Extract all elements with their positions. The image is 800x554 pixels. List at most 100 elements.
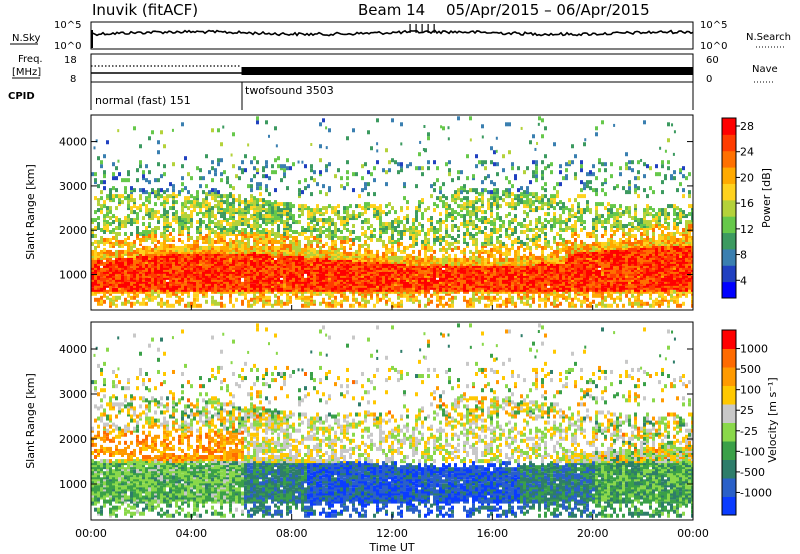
power-cell xyxy=(208,212,211,217)
power-cell xyxy=(442,204,445,209)
power-cell xyxy=(286,235,289,240)
power-cell xyxy=(142,229,145,234)
power-cell xyxy=(277,239,280,244)
power-cell xyxy=(280,164,283,169)
power-cell xyxy=(214,229,217,234)
power-cell xyxy=(334,299,337,304)
power-cell xyxy=(457,257,460,262)
power-cell xyxy=(253,174,256,179)
power-cell xyxy=(334,303,337,308)
power-cell xyxy=(331,222,334,227)
power-cell xyxy=(139,301,142,306)
power-cell xyxy=(412,233,415,238)
power-cell xyxy=(277,202,280,207)
power-cell xyxy=(505,231,508,236)
power-cell xyxy=(136,293,139,298)
power-cell xyxy=(253,299,256,304)
power-cell xyxy=(184,281,187,286)
power-cell xyxy=(373,166,376,171)
power-cell xyxy=(403,231,406,236)
power-cell xyxy=(451,216,454,221)
power-cell xyxy=(454,295,457,300)
power-cell xyxy=(217,220,220,225)
power-cell xyxy=(211,210,214,215)
power-cell xyxy=(418,277,421,282)
power-cell xyxy=(211,160,214,165)
power-cell xyxy=(505,176,508,181)
nsky-tick-top: 10^5 xyxy=(54,20,81,31)
power-cell xyxy=(499,277,502,282)
power-cell xyxy=(157,245,160,250)
power-cell xyxy=(130,194,133,199)
power-cell xyxy=(97,239,100,244)
power-cell xyxy=(502,241,505,246)
power-cell xyxy=(460,273,463,278)
power-cell xyxy=(385,229,388,234)
power-cell xyxy=(373,303,376,308)
power-cell xyxy=(319,245,322,250)
power-cell xyxy=(148,200,151,205)
power-cell xyxy=(166,198,169,203)
power-cell xyxy=(220,178,223,183)
power-cell xyxy=(310,289,313,294)
power-cell xyxy=(475,214,478,219)
power-cell xyxy=(403,281,406,286)
power-cell xyxy=(244,245,247,250)
power-cell xyxy=(154,233,157,238)
power-cell xyxy=(238,229,241,234)
power-cell xyxy=(496,194,499,199)
power-cell xyxy=(436,279,439,284)
power-cell xyxy=(259,198,262,203)
power-cell xyxy=(361,243,364,248)
power-cell xyxy=(130,241,133,246)
power-cell xyxy=(367,261,370,266)
power-cell xyxy=(211,206,214,211)
power-cell xyxy=(415,218,418,223)
power-cell xyxy=(223,245,226,250)
power-cell xyxy=(343,210,346,215)
power-cell xyxy=(112,214,115,219)
power-cell xyxy=(418,208,421,213)
power-cell xyxy=(448,172,451,177)
power-cell xyxy=(421,239,424,244)
power-cell xyxy=(505,257,508,262)
power-cell xyxy=(205,196,208,201)
power-cell xyxy=(196,226,199,231)
power-cell xyxy=(247,224,250,229)
power-cell xyxy=(274,285,277,290)
power-cell xyxy=(172,265,175,270)
power-cell xyxy=(463,295,466,300)
power-cell xyxy=(112,220,115,225)
power-cell xyxy=(229,222,232,227)
power-cell xyxy=(118,231,121,236)
power-cell xyxy=(151,263,154,268)
power-cell xyxy=(511,228,514,232)
power-cell xyxy=(493,271,496,276)
power-cell xyxy=(406,245,409,250)
power-cell xyxy=(385,170,388,175)
power-cell xyxy=(466,299,469,304)
power-cell xyxy=(397,216,400,221)
power-cell xyxy=(499,196,502,201)
power-cell xyxy=(472,212,475,217)
power-cell xyxy=(238,166,241,171)
power-cell xyxy=(415,166,418,171)
power-cell xyxy=(268,239,271,244)
power-cell xyxy=(184,243,187,248)
power-cell xyxy=(211,196,214,201)
power-cell xyxy=(334,239,337,244)
power-cell xyxy=(100,235,103,240)
power-cell xyxy=(319,122,322,127)
power-cell xyxy=(151,130,154,135)
power-cell xyxy=(109,188,112,193)
power-cell xyxy=(448,303,451,308)
power-cell xyxy=(430,253,433,258)
power-cell xyxy=(142,174,145,179)
freq-tick-top: 18 xyxy=(64,55,77,66)
power-cell xyxy=(139,160,142,165)
power-cell xyxy=(478,295,481,300)
power-cell xyxy=(157,226,160,231)
power-cell xyxy=(172,200,175,205)
power-cell xyxy=(418,200,421,205)
power-cell xyxy=(169,206,172,211)
